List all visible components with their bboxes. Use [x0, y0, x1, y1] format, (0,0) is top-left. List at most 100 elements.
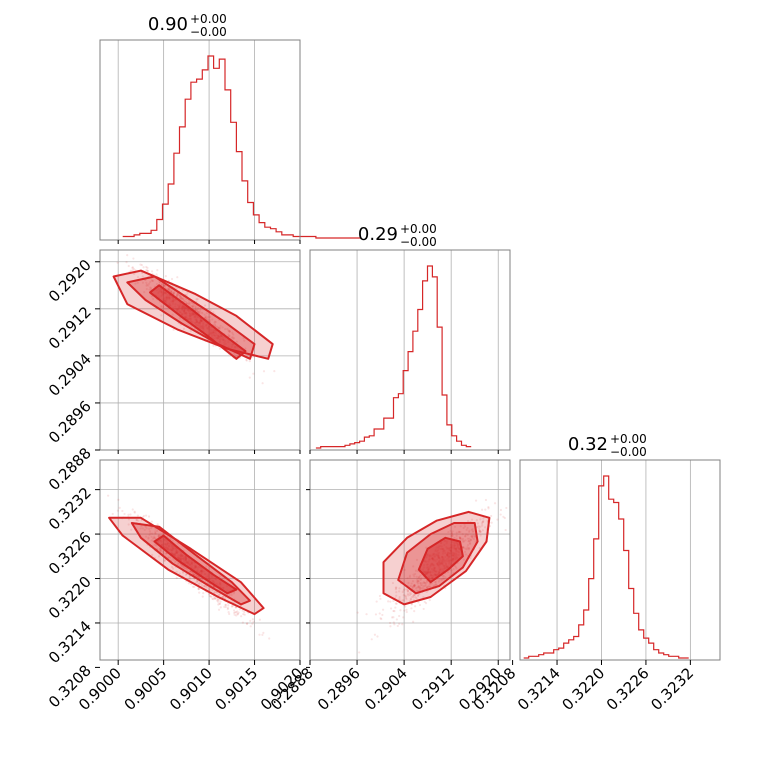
sample-point	[182, 299, 185, 302]
sample-point	[231, 335, 234, 339]
sample-point	[188, 570, 191, 573]
sample-point	[379, 597, 382, 600]
sample-point	[182, 327, 186, 330]
sample-point	[186, 302, 189, 305]
sample-point	[147, 537, 150, 540]
sample-point	[227, 335, 231, 338]
sample-point	[244, 347, 247, 350]
sample-point	[464, 535, 467, 538]
sample-point	[145, 265, 148, 269]
y-tick-label: 0.2920	[45, 256, 95, 306]
sample-point	[131, 269, 134, 272]
sample-point	[411, 585, 414, 588]
sample-point	[170, 277, 174, 281]
sample-point	[426, 586, 429, 589]
sample-point	[167, 288, 171, 291]
sample-point	[405, 588, 408, 591]
x-tick-label: 0.9005	[121, 664, 171, 714]
sample-point	[131, 508, 134, 511]
sample-point	[147, 282, 151, 285]
sample-point	[148, 288, 151, 291]
sample-point	[156, 529, 159, 532]
sample-point	[504, 528, 507, 532]
sample-point	[420, 576, 423, 580]
sample-point	[410, 603, 413, 606]
sample-point	[356, 611, 359, 614]
sample-point	[123, 512, 126, 516]
param-title-plus-2: +0.00	[610, 432, 647, 446]
sample-point	[406, 590, 410, 593]
sample-point	[412, 620, 415, 623]
sample-point	[173, 290, 176, 294]
sample-point	[245, 622, 249, 625]
histogram-step-line	[523, 475, 689, 659]
sample-point	[209, 319, 212, 322]
x-tick-label: 0.3226	[603, 664, 653, 714]
sample-point	[208, 315, 212, 319]
sample-point	[470, 538, 473, 541]
param-title-minus-0: −0.00	[190, 25, 227, 39]
sample-point	[413, 584, 416, 587]
sample-point	[466, 526, 469, 530]
sample-point	[232, 333, 235, 336]
sample-point	[481, 520, 485, 524]
sample-point	[154, 531, 157, 535]
sample-point	[197, 306, 200, 309]
sample-point	[412, 596, 415, 599]
sample-point	[419, 578, 422, 581]
sample-point	[175, 294, 178, 297]
sample-point	[129, 269, 132, 272]
sample-point	[233, 611, 236, 615]
sample-point	[180, 564, 183, 567]
sample-point	[458, 536, 462, 539]
sample-point	[236, 610, 239, 613]
sample-point	[419, 585, 422, 589]
sample-point	[142, 266, 145, 269]
sample-point	[468, 547, 471, 550]
sample-point	[425, 581, 428, 585]
sample-point	[425, 590, 428, 593]
sample-point	[389, 600, 392, 603]
sample-point	[208, 588, 211, 592]
sample-point	[474, 540, 477, 543]
sample-point	[160, 314, 163, 317]
sample-point	[191, 571, 194, 574]
sample-point	[262, 631, 265, 634]
sample-point	[463, 546, 466, 549]
sample-point	[228, 330, 231, 333]
sample-point	[419, 574, 422, 577]
sample-point	[232, 592, 235, 595]
sample-point	[394, 602, 397, 605]
sample-point	[153, 536, 156, 540]
sample-point	[401, 623, 404, 626]
sample-point	[458, 537, 462, 540]
sample-point	[468, 542, 471, 545]
sample-point	[414, 572, 417, 576]
sample-point	[218, 602, 221, 605]
sample-point	[398, 587, 401, 590]
sample-point	[245, 359, 248, 362]
sample-point	[413, 584, 416, 587]
sample-point	[407, 588, 410, 592]
sample-point	[169, 289, 172, 293]
sample-point	[467, 547, 470, 550]
sample-point	[214, 596, 217, 600]
sample-point	[433, 581, 437, 584]
sample-point	[147, 284, 150, 287]
sample-point	[176, 562, 180, 565]
sample-point	[141, 281, 145, 284]
sample-point	[370, 638, 373, 641]
sample-point	[210, 595, 213, 599]
y-tick-label: 0.3214	[45, 617, 95, 667]
sample-point	[398, 597, 401, 600]
sample-point	[145, 284, 148, 287]
sample-point	[481, 521, 484, 524]
sample-point	[461, 539, 464, 542]
sample-point	[223, 605, 226, 608]
sample-point	[146, 266, 149, 269]
density-contour-0	[153, 534, 238, 595]
sample-point	[405, 610, 408, 614]
sample-point	[466, 546, 469, 549]
y-tick-label: 0.2904	[45, 350, 95, 400]
sample-point	[219, 324, 222, 327]
